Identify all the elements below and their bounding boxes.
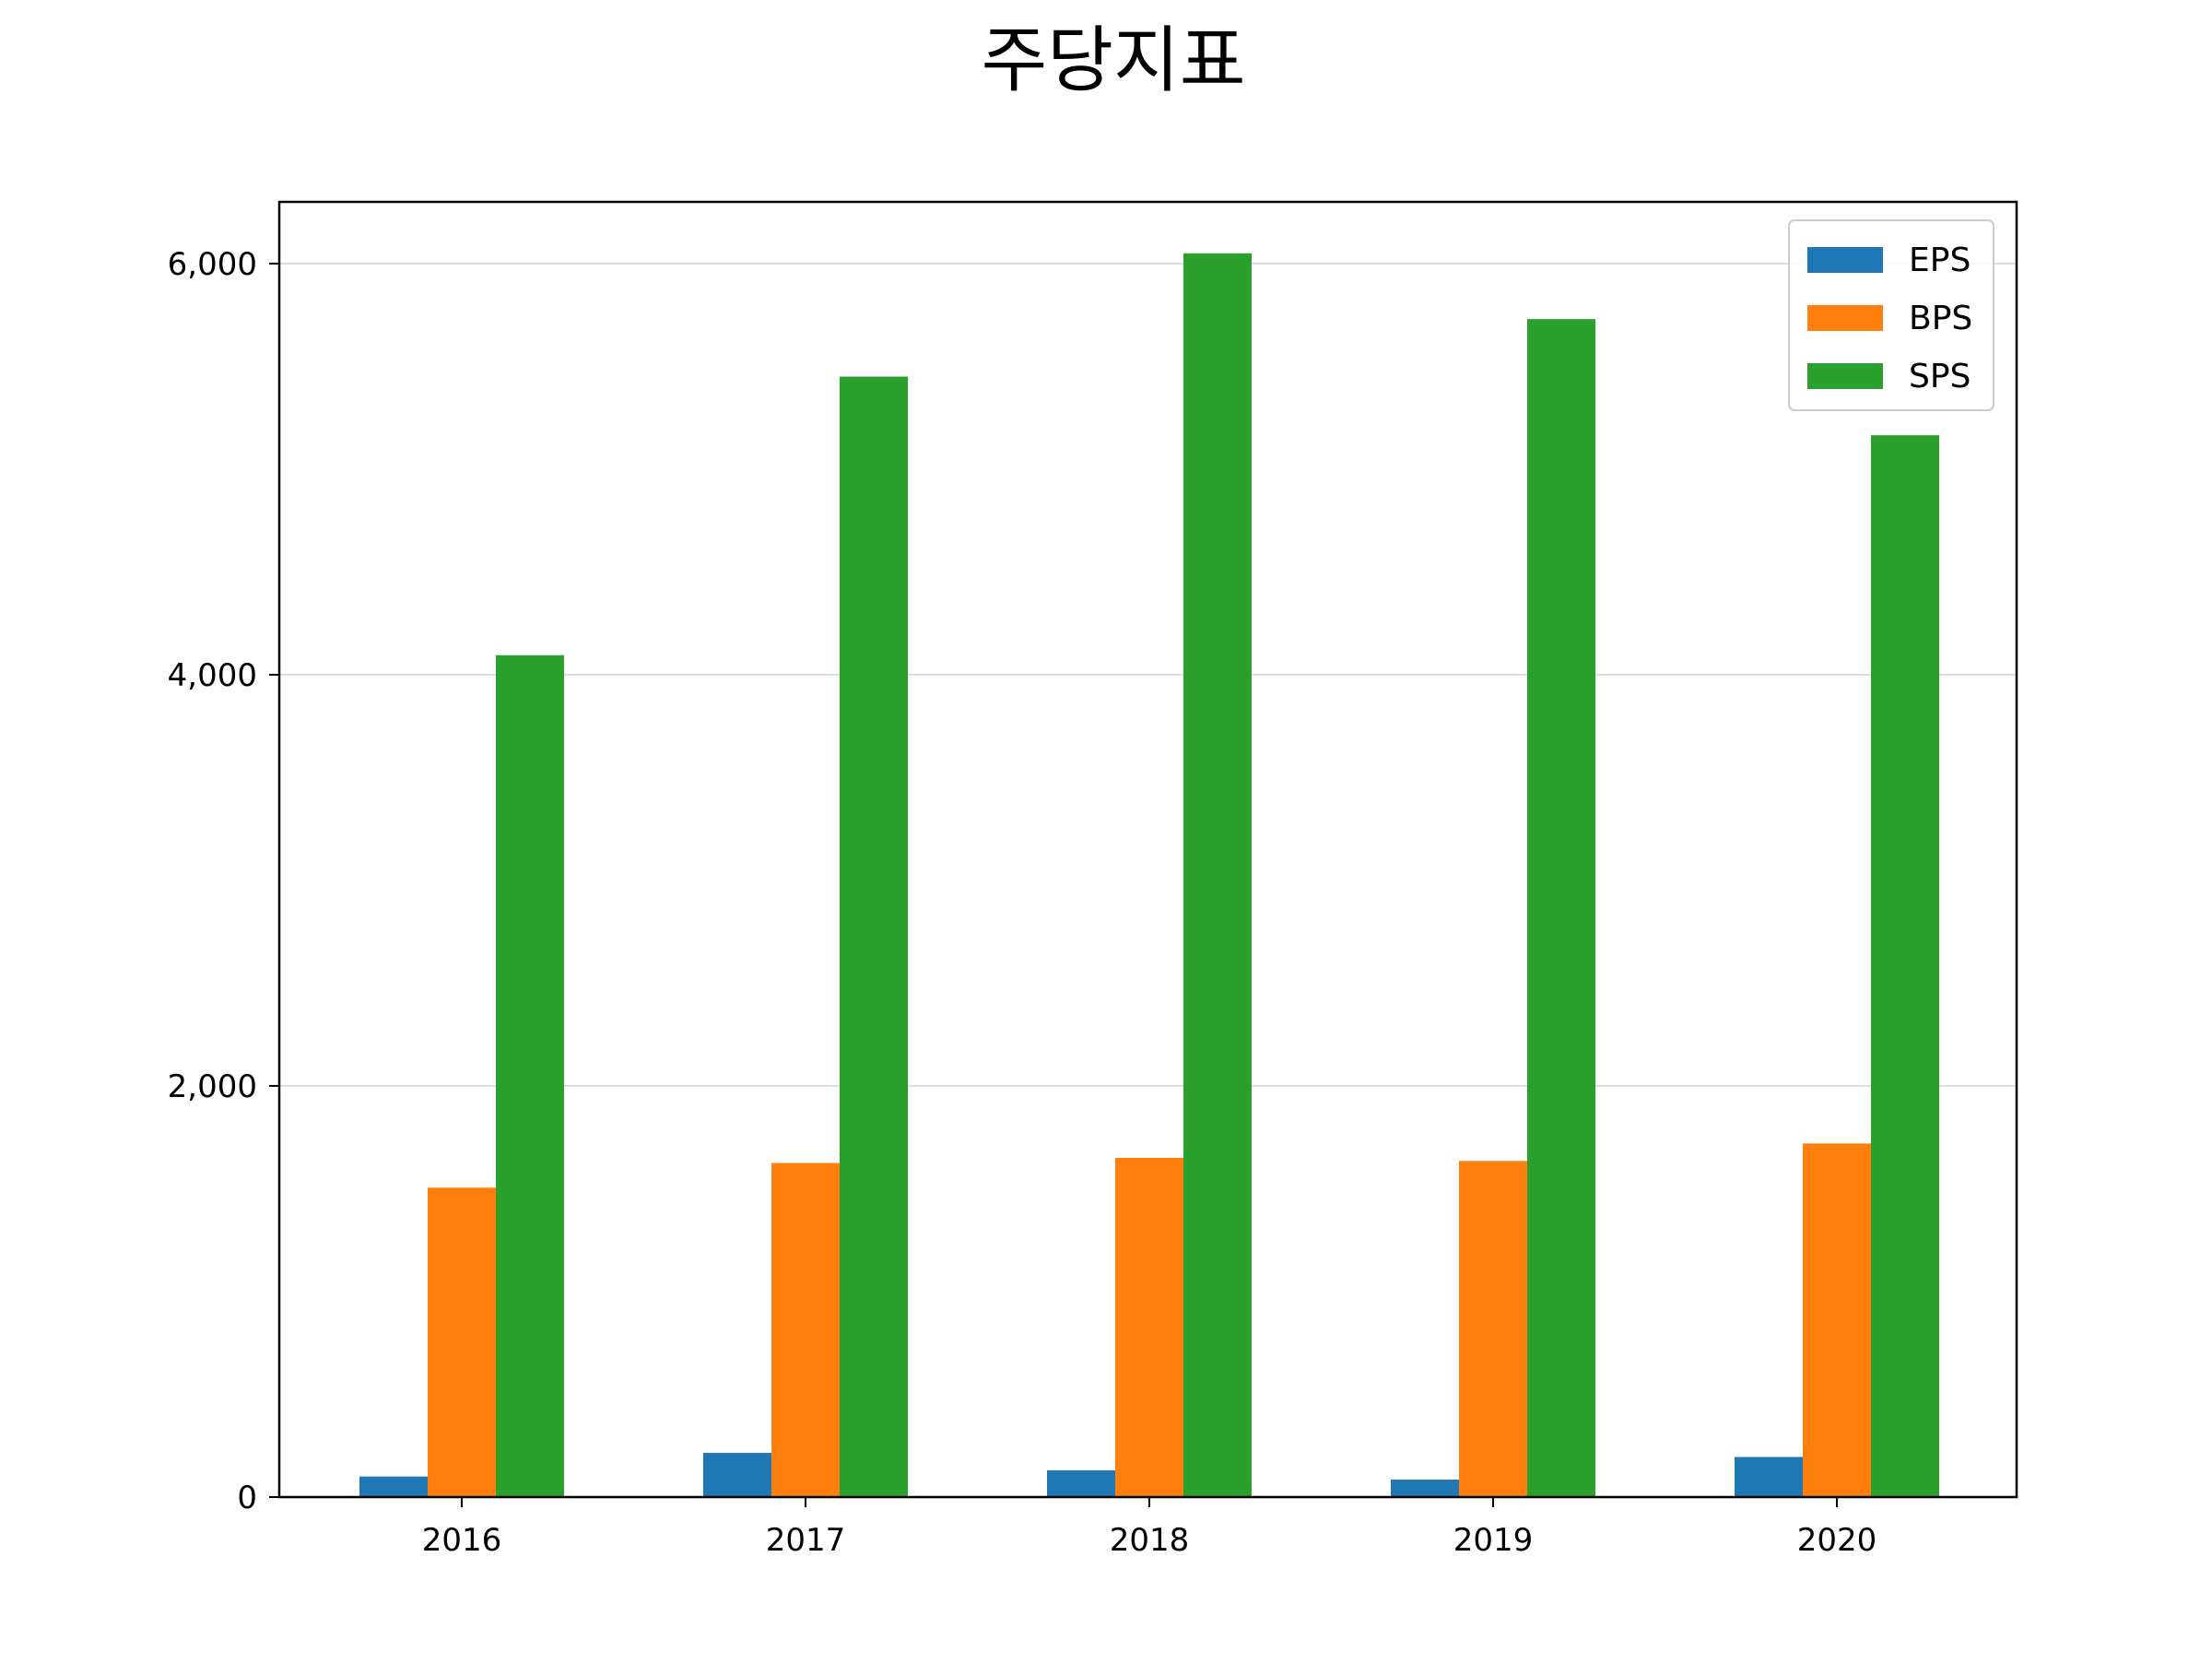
bar-eps-2018: [1047, 1470, 1115, 1497]
bars: [359, 253, 1939, 1498]
legend: EPS BPS SPS: [1788, 219, 1994, 411]
legend-label-sps: SPS: [1909, 358, 1971, 395]
bar-bps-2017: [771, 1162, 840, 1497]
ticks: 2016 2017 2018 2019 2020 0 2,000 4,000 6,000: [168, 246, 1877, 1559]
legend-swatch-sps: [1807, 363, 1883, 389]
legend-label-bps: BPS: [1909, 300, 1972, 337]
legend-label-eps: EPS: [1909, 242, 1971, 279]
x-tick-label: 2016: [422, 1522, 502, 1559]
grid-lines: [279, 263, 2017, 1087]
x-tick-label: 2018: [1110, 1522, 1190, 1559]
bar-bps-2016: [428, 1187, 496, 1497]
bar-sps-2019: [1527, 319, 1595, 1498]
bar-eps-2017: [703, 1453, 771, 1497]
bar-sps-2018: [1183, 253, 1252, 1498]
axes: [277, 200, 2018, 1499]
plot-frame: [277, 200, 2018, 1499]
bar-sps-2017: [840, 376, 908, 1498]
y-tick-label: 2,000: [168, 1068, 257, 1105]
y-tick-label: 4,000: [168, 657, 257, 694]
chart-title: 주당지표: [981, 19, 1245, 102]
x-tick-label: 2020: [1797, 1522, 1877, 1559]
bar-eps-2016: [359, 1476, 428, 1497]
y-tick-label: 6,000: [168, 246, 257, 283]
x-tick-label: 2019: [1453, 1522, 1534, 1559]
legend-swatch-bps: [1807, 305, 1883, 331]
legend-swatch-eps: [1807, 247, 1883, 273]
bar-bps-2018: [1115, 1158, 1183, 1497]
bar-sps-2016: [496, 655, 564, 1497]
bar-eps-2019: [1391, 1480, 1459, 1497]
bar-bps-2020: [1803, 1143, 1871, 1497]
bar-eps-2020: [1735, 1457, 1803, 1497]
bar-bps-2019: [1459, 1161, 1527, 1497]
bar-sps-2020: [1871, 435, 1939, 1497]
x-tick-label: 2017: [766, 1522, 846, 1559]
y-tick-label: 0: [237, 1480, 257, 1516]
